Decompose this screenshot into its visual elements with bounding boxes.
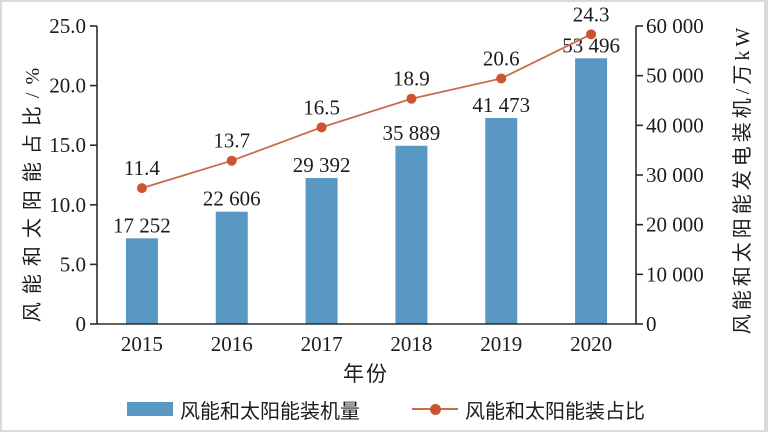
bar-value-label-2018: 35 889 [383, 121, 441, 145]
x-axis-title: 年份 [343, 362, 389, 386]
left-axis-tick-label: 10.0 [49, 193, 86, 217]
legend-item-installed-capacity: 风能和太阳能装机量 [127, 395, 360, 424]
x-tick-label-2018: 2018 [390, 332, 432, 356]
legend-label-share: 风能和太阳能装占比 [465, 400, 645, 423]
line-value-label-2019: 20.6 [483, 46, 520, 70]
legend-label-installed-capacity: 风能和太阳能装机量 [180, 400, 360, 423]
line-marker-2017 [316, 122, 327, 133]
line-legend-sample-icon [412, 402, 458, 416]
left-axis-tick-label: 0 [76, 312, 87, 336]
right-axis-tick-label: 0 [646, 312, 657, 336]
right-axis-tick-label: 40 000 [646, 113, 704, 137]
line-value-label-2017: 16.5 [303, 95, 340, 119]
line-marker-2015 [136, 183, 147, 194]
right-axis-tick-label: 20 000 [646, 213, 704, 237]
line-legend-dot-icon [430, 404, 441, 415]
right-axis-tick-label: 50 000 [646, 64, 704, 88]
right-axis-tick-label: 30 000 [646, 163, 704, 187]
x-tick-label-2017: 2017 [301, 332, 343, 356]
bar-2020 [575, 58, 608, 325]
bar-2015 [125, 238, 158, 324]
line-value-label-2020: 24.3 [573, 2, 610, 26]
bar-value-label-2016: 22 606 [203, 187, 261, 211]
x-tick-label-2020: 2020 [570, 332, 612, 356]
right-axis-tick-label: 60 000 [646, 14, 704, 38]
right-axis-title: 风能和太阳能发电装机/万kW [732, 23, 754, 335]
x-tick-label-2019: 2019 [480, 332, 522, 356]
bar-value-label-2015: 17 252 [113, 213, 171, 237]
bar-2019 [485, 118, 518, 325]
left-axis-tick-label: 5.0 [60, 252, 86, 276]
left-axis-tick-label: 20.0 [49, 74, 86, 98]
x-tick-label-2015: 2015 [121, 332, 163, 356]
left-axis-tick-label: 15.0 [49, 133, 86, 157]
right-axis-tick-label: 10 000 [646, 262, 704, 286]
line-value-label-2015: 11.4 [124, 156, 160, 180]
x-tick-label-2016: 2016 [211, 332, 253, 356]
share-line [141, 33, 592, 189]
line-marker-2020 [586, 29, 597, 40]
left-axis-tick-label: 25.0 [49, 14, 86, 38]
bar-value-label-2019: 41 473 [472, 93, 530, 117]
legend: 风能和太阳能装机量 风能和太阳能装占比 [2, 394, 764, 424]
bar-2017 [305, 178, 338, 324]
line-marker-2018 [406, 93, 417, 104]
bar-2018 [395, 145, 428, 324]
line-value-label-2016: 13.7 [213, 129, 250, 153]
bar-2016 [215, 211, 248, 324]
line-marker-2019 [496, 73, 507, 84]
bar-legend-swatch-icon [127, 402, 173, 416]
legend-item-share: 风能和太阳能装占比 [412, 395, 645, 424]
left-axis-title: 风能和太阳能占比/% [22, 59, 44, 323]
bar-value-label-2017: 29 392 [293, 153, 351, 177]
line-value-label-2018: 18.9 [393, 67, 430, 91]
line-marker-2016 [226, 155, 237, 166]
